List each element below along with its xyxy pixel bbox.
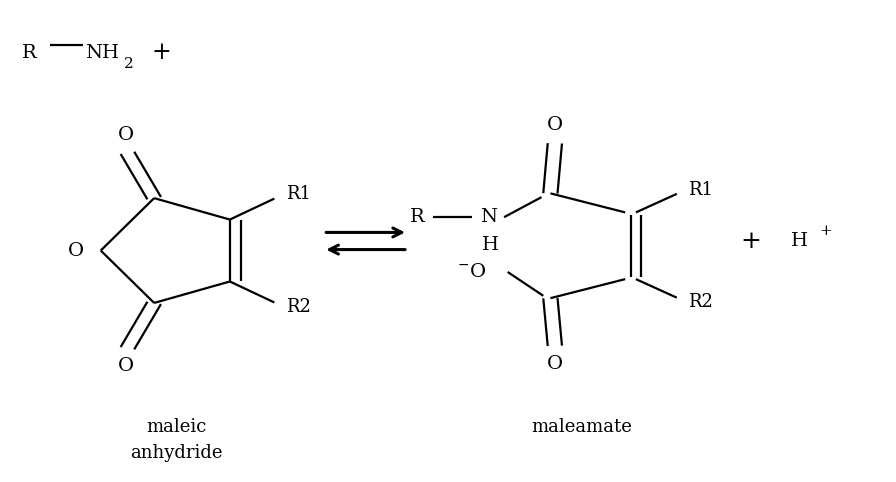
Text: NH: NH xyxy=(85,44,118,62)
Text: +: + xyxy=(740,229,762,253)
Text: R2: R2 xyxy=(286,298,311,316)
Text: 2: 2 xyxy=(124,57,134,71)
Text: R: R xyxy=(409,208,424,226)
Text: O: O xyxy=(547,116,563,134)
Text: maleamate: maleamate xyxy=(531,418,632,436)
Text: R1: R1 xyxy=(688,181,713,199)
Text: H: H xyxy=(482,236,499,254)
Text: O: O xyxy=(117,126,134,144)
Text: O: O xyxy=(117,357,134,375)
Text: anhydride: anhydride xyxy=(130,444,223,462)
Text: maleic: maleic xyxy=(146,418,207,436)
Text: H: H xyxy=(791,232,808,250)
Text: R2: R2 xyxy=(688,293,713,311)
Text: R1: R1 xyxy=(286,185,311,203)
Text: O: O xyxy=(547,355,563,373)
Text: $^{-}$O: $^{-}$O xyxy=(458,263,487,281)
Text: R: R xyxy=(22,44,37,62)
Text: +: + xyxy=(819,224,831,238)
Text: O: O xyxy=(68,241,84,259)
Text: +: + xyxy=(151,41,171,64)
Text: N: N xyxy=(479,208,496,226)
